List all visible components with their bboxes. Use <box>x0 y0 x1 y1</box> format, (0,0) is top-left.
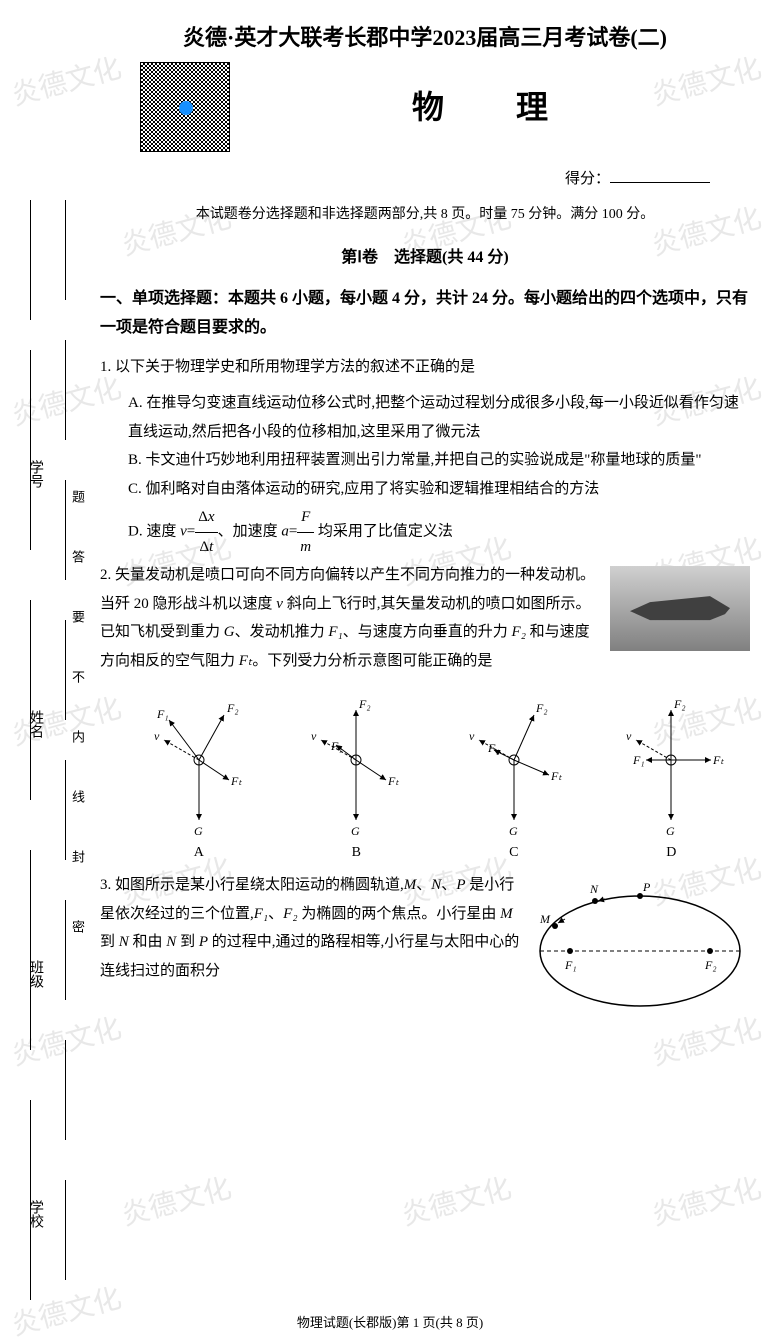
exam-title: 炎德·英才大联考长郡中学2023届高三月考试卷(二) <box>100 20 750 52</box>
diagram-label-a: A <box>134 845 264 861</box>
svg-text:F₂: F₂ <box>673 697 686 711</box>
svg-text:v: v <box>311 729 317 743</box>
q1-option-c: C. 伽利略对自由落体运动的研究,应用了将实验和逻辑推理相结合的方法 <box>100 475 750 504</box>
svg-text:v: v <box>154 729 160 743</box>
qr-code-icon <box>140 62 230 152</box>
svg-text:F₁: F₁ <box>564 958 577 972</box>
seal-char: 线 <box>68 790 87 803</box>
svg-text:G: G <box>666 824 675 838</box>
svg-text:v: v <box>469 729 475 743</box>
q1-option-d: D. 速度 v=ΔxΔt、加速度 a=Fm 均采用了比值定义法 <box>100 503 750 561</box>
q2-stem: 2. 矢量发动机是喷口可向不同方向偏转以产生不同方向推力的一种发动机。当歼 20… <box>100 561 750 675</box>
diagram-label-d: D <box>606 845 736 861</box>
page-footer: 物理试题(长郡版)第 1 页(共 8 页) <box>0 1312 780 1331</box>
svg-text:G: G <box>194 824 203 838</box>
seal-char: 题 <box>68 490 87 503</box>
svg-text:F₂: F₂ <box>358 697 371 711</box>
force-diagram-b: v F₁ F₂ Fₜ G B <box>291 690 421 861</box>
subject-title: 物 理 <box>230 82 750 128</box>
seal-char: 答 <box>68 550 87 563</box>
svg-text:v: v <box>626 729 632 743</box>
svg-text:Fₜ: Fₜ <box>230 774 242 788</box>
svg-text:F₂: F₂ <box>535 701 548 715</box>
seal-char: 封 <box>68 850 87 863</box>
sidebar-school-label: 学校 <box>25 1200 45 1228</box>
svg-text:F₁: F₁ <box>156 707 169 721</box>
q1-option-b: B. 卡文迪什巧妙地利用扭秤装置测出引力常量,并把自己的实验说成是"称量地球的质… <box>100 446 750 475</box>
score-label: 得分： <box>565 171 610 187</box>
seal-char: 不 <box>68 670 87 683</box>
svg-text:G: G <box>351 824 360 838</box>
svg-text:G: G <box>509 824 518 838</box>
svg-text:F₁: F₁ <box>330 739 343 753</box>
svg-text:Fₜ: Fₜ <box>550 769 562 783</box>
q1-option-a: A. 在推导匀变速直线运动位移公式时,把整个运动过程划分成很多小段,每一小段近似… <box>100 389 750 446</box>
force-diagrams: v F₁ F₂ Fₜ G A v F₁ F₂ Fₜ <box>120 690 750 861</box>
watermark: 炎德文化 <box>397 1166 516 1234</box>
diagram-label-c: C <box>449 845 579 861</box>
sidebar-class-label: 班级 <box>25 960 45 988</box>
exam-instruction: 本试题卷分选择题和非选择题两部分,共 8 页。时量 75 分钟。满分 100 分… <box>100 203 750 223</box>
watermark: 炎德文化 <box>647 1166 766 1234</box>
ellipse-orbit-diagram: F₁ F₂ M N P <box>530 871 750 1021</box>
jet-image <box>610 566 750 651</box>
svg-text:M: M <box>539 912 551 926</box>
question-type-heading: 一、单项选择题：本题共 6 小题，每小题 4 分，共计 24 分。每小题给出的四… <box>100 285 750 343</box>
force-diagram-c: v F₁ F₂ Fₜ G C <box>449 690 579 861</box>
svg-text:F₁: F₁ <box>487 741 500 755</box>
diagram-label-b: B <box>291 845 421 861</box>
svg-text:F₁: F₁ <box>632 753 645 767</box>
svg-text:N: N <box>589 882 599 896</box>
q1-stem: 1. 以下关于物理学史和所用物理学方法的叙述不正确的是 <box>100 353 750 382</box>
seal-char: 要 <box>68 610 87 623</box>
sidebar-number-label: 学号 <box>25 460 45 488</box>
score-line: 得分： <box>100 167 710 188</box>
sidebar-name-label: 姓名 <box>25 710 45 738</box>
q3-stem: 3. 如图所示是某小行星绕太阳运动的椭圆轨道,M、N、P 是小行星依次经过的三个… <box>100 871 520 1013</box>
watermark: 炎德文化 <box>117 1166 236 1234</box>
answer-sheet-sidebar: 学校 班级 姓名 学号 密 封 线 内 不 要 答 题 <box>0 0 90 1341</box>
section-1-title: 第Ⅰ卷 选择题(共 44 分) <box>100 243 750 267</box>
seal-char: 内 <box>68 730 87 743</box>
svg-text:Fₜ: Fₜ <box>387 774 399 788</box>
svg-text:F₂: F₂ <box>226 701 239 715</box>
seal-char: 密 <box>68 920 87 933</box>
force-diagram-d: v F₁ F₂ Fₜ G D <box>606 690 736 861</box>
svg-text:F₂: F₂ <box>704 958 717 972</box>
force-diagram-a: v F₁ F₂ Fₜ G A <box>134 690 264 861</box>
svg-text:P: P <box>642 880 651 894</box>
svg-text:Fₜ: Fₜ <box>712 753 724 767</box>
